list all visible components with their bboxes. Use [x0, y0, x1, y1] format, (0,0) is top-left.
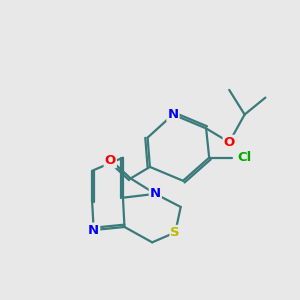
Text: N: N — [150, 187, 161, 200]
Text: O: O — [224, 136, 235, 149]
Text: Cl: Cl — [238, 151, 252, 164]
Text: N: N — [167, 108, 178, 121]
Text: O: O — [105, 154, 116, 167]
Text: N: N — [88, 224, 99, 236]
Text: S: S — [170, 226, 180, 239]
